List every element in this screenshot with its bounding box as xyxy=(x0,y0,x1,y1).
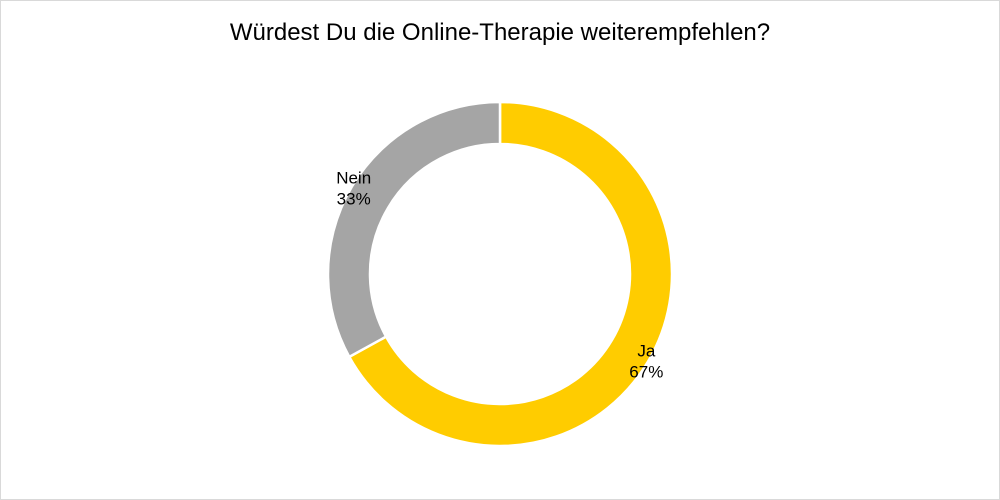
chart-title: Würdest Du die Online-Therapie weiteremp… xyxy=(229,19,771,46)
slice-label-ja: Ja xyxy=(637,342,656,361)
slice-label-nein: Nein xyxy=(336,168,371,187)
slice-value-label-nein: 33% xyxy=(337,189,371,208)
donut-labels: Ja 67% Nein 33% xyxy=(336,168,663,381)
donut-slice-nein xyxy=(326,100,502,359)
donut-slice-ja xyxy=(347,100,674,448)
slice-value-label-ja: 67% xyxy=(629,363,663,382)
donut-slices xyxy=(326,100,674,448)
